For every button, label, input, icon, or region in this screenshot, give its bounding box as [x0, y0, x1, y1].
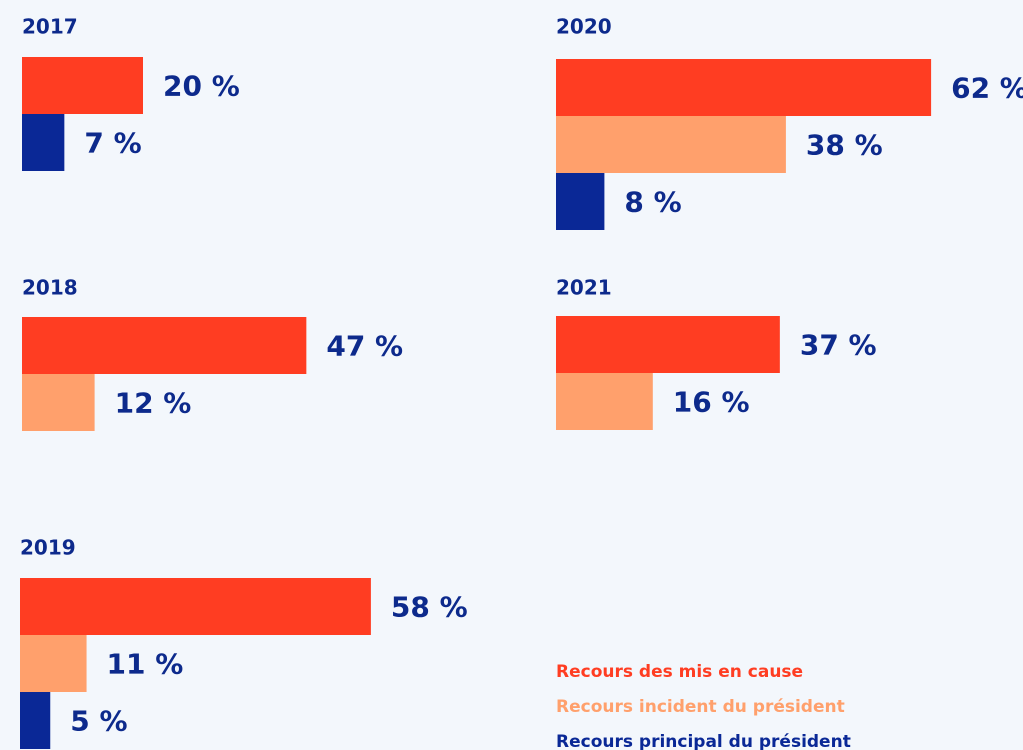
- value-label: 62 %: [951, 72, 1023, 105]
- legend-entry: Recours incident du président: [556, 697, 845, 717]
- value-label: 47 %: [326, 330, 403, 363]
- bar: [556, 316, 780, 373]
- value-label: 16 %: [673, 386, 750, 419]
- value-label: 7 %: [84, 127, 141, 160]
- value-label: 58 %: [391, 591, 468, 624]
- bar: [22, 374, 95, 431]
- value-label: 5 %: [70, 705, 127, 738]
- panel-title: 2020: [556, 15, 612, 39]
- value-label: 11 %: [107, 648, 184, 681]
- panel-title: 2021: [556, 276, 612, 300]
- value-label: 8 %: [624, 186, 681, 219]
- bar: [20, 635, 87, 692]
- value-label: 20 %: [163, 70, 240, 103]
- bar: [556, 173, 605, 230]
- bar: [22, 57, 143, 114]
- bar: [22, 317, 307, 374]
- value-label: 37 %: [800, 329, 877, 362]
- legend-entry: Recours des mis en cause: [556, 662, 803, 682]
- value-label: 12 %: [115, 387, 192, 420]
- value-label: 38 %: [806, 129, 883, 162]
- panel-title: 2018: [22, 276, 78, 300]
- panel-title: 2017: [22, 15, 78, 39]
- bar: [556, 116, 786, 173]
- bar: [556, 373, 653, 430]
- panel-title: 2019: [20, 536, 76, 560]
- bar: [556, 59, 932, 116]
- bar: [20, 692, 51, 749]
- bar: [22, 114, 65, 171]
- legend-entry: Recours principal du président: [556, 732, 851, 750]
- bar: [20, 578, 371, 635]
